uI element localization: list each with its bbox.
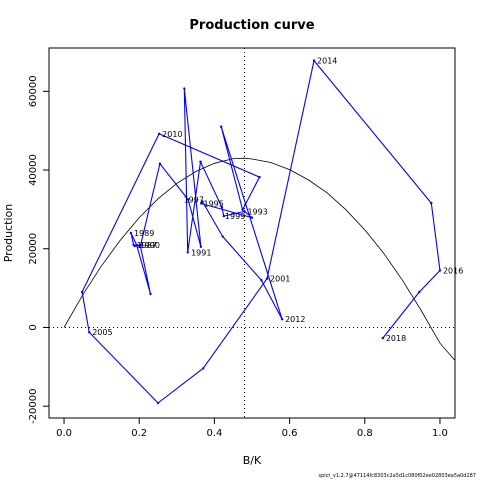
trajectory-point (260, 279, 263, 282)
year-label: 1993 (247, 207, 267, 216)
year-label: 2018 (386, 334, 406, 343)
trajectory-point (430, 201, 433, 205)
trajectory-point (381, 336, 385, 340)
year-label: 1999 (225, 212, 245, 221)
trajectory-point (88, 330, 91, 334)
chart-title: Production curve (189, 18, 314, 33)
year-label: 2001 (270, 275, 290, 284)
year-label: 1997 (184, 196, 204, 205)
year-label: 1989 (134, 229, 154, 238)
y-tick-label: 60000 (28, 75, 39, 107)
trajectory-point (265, 277, 269, 280)
y-axis-label: Production (2, 204, 15, 263)
trajectory-point (221, 235, 224, 238)
trajectory-point (129, 231, 133, 235)
trajectory-point (243, 210, 246, 213)
trajectory-point (250, 216, 254, 219)
year-label: 2016 (443, 266, 463, 275)
trajectory-point (201, 367, 205, 370)
x-tick-label: 0.6 (282, 428, 298, 439)
y-tick-label: -20000 (28, 388, 39, 423)
x-tick-label: 1.0 (432, 428, 448, 439)
trajectory-point (135, 243, 138, 247)
y-tick-label: 20000 (28, 233, 39, 265)
trajectory-point (183, 87, 186, 90)
year-label: 1990 (140, 241, 160, 250)
year-label: 2005 (92, 328, 112, 337)
trajectory-point (201, 200, 204, 203)
year-label: 2014 (317, 57, 337, 66)
x-tick-label: 0.4 (206, 428, 222, 439)
y-tick-label: 0 (28, 324, 39, 330)
trajectory-point (219, 125, 223, 128)
trajectory-point (186, 251, 189, 254)
x-tick-label: 0.2 (131, 428, 147, 439)
trajectory-point (186, 198, 190, 201)
trajectory-point (199, 160, 202, 163)
year-label: 2010 (162, 130, 182, 139)
trajectory-point (220, 206, 224, 209)
trajectory-point (241, 208, 244, 211)
trajectory-point (258, 175, 261, 179)
trajectory-point (156, 401, 160, 405)
trajectory-point (222, 214, 226, 218)
year-label: 1995 (203, 199, 223, 208)
y-axis: -20000 0 20000 40000 60000 (28, 75, 49, 424)
trajectory-point (133, 244, 136, 248)
footer-version: spict_v1.2.7@47114fc8303c2a5d1c080f02ee0… (319, 473, 477, 479)
trajectory-point (312, 59, 316, 62)
trajectory-point (80, 290, 84, 294)
trajectory-point (200, 202, 203, 205)
trajectory-point (158, 162, 162, 165)
plot-frame (48, 47, 456, 419)
y-tick-label: 40000 (28, 154, 39, 186)
trajectory-point (157, 132, 161, 136)
year-label: 2012 (285, 315, 305, 324)
x-tick-label: 0.0 (56, 428, 72, 439)
year-label: 1987 (137, 241, 157, 250)
year-label: 1991 (191, 248, 211, 257)
trajectory-point (139, 243, 142, 247)
trajectory-point (418, 290, 421, 294)
x-tick-label: 0.8 (357, 428, 373, 439)
x-axis: 0.0 0.2 0.4 0.6 0.8 1.0 (56, 418, 448, 439)
trajectory-point (438, 269, 442, 272)
production-curve-line (63, 157, 455, 361)
x-axis-label: B/K (243, 454, 262, 467)
trajectory-point (149, 292, 152, 296)
trajectory-point (280, 318, 284, 321)
trajectory-point (199, 245, 203, 248)
